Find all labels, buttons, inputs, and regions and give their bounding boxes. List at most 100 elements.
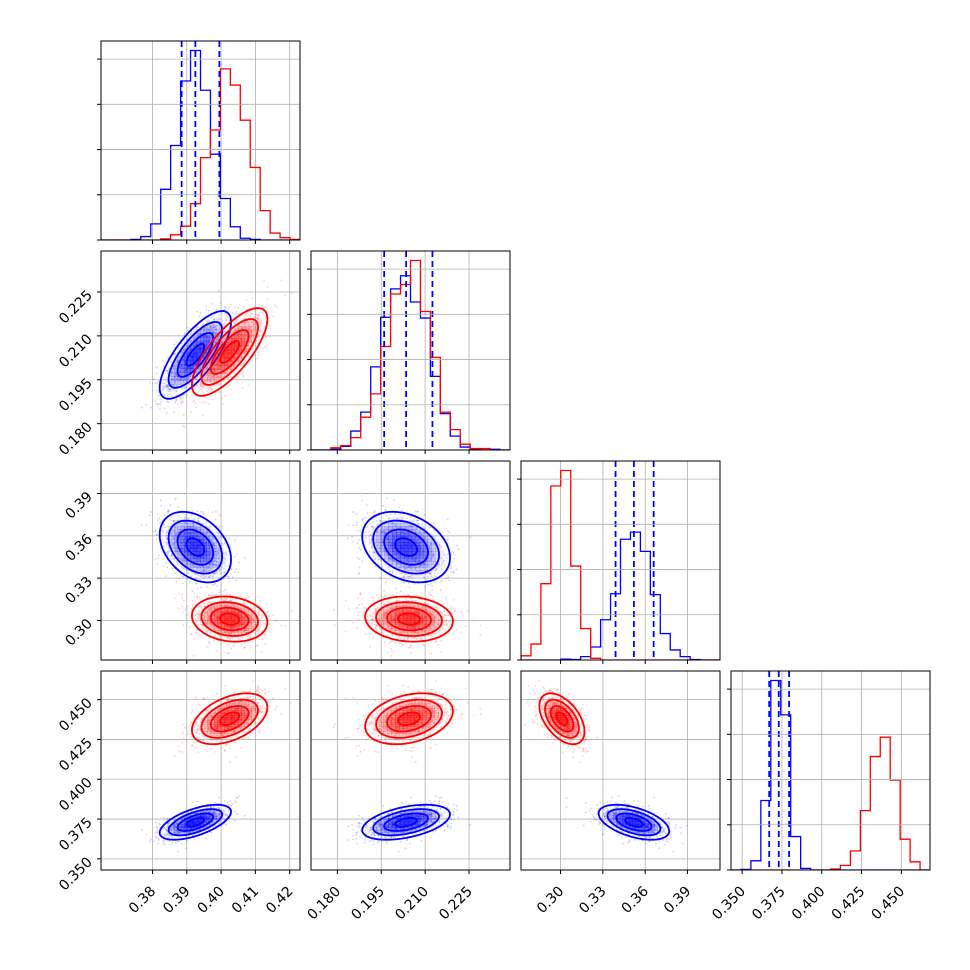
density-cell <box>203 545 207 549</box>
sample-point <box>290 609 293 612</box>
sample-point <box>434 615 437 618</box>
sample-point <box>175 390 178 393</box>
density-cell <box>167 376 172 381</box>
density-cell <box>180 360 185 366</box>
sample-point <box>391 635 394 637</box>
sample-point <box>258 354 260 357</box>
sample-point <box>175 548 178 551</box>
sample-point <box>195 621 197 624</box>
sample-point <box>185 379 188 382</box>
sample-point <box>218 318 220 321</box>
sample-point <box>202 565 204 568</box>
sample-point <box>202 577 205 580</box>
density-cell <box>237 601 242 605</box>
y-tick-label: 0.39 <box>62 489 95 522</box>
sample-point <box>411 631 413 634</box>
sample-point <box>231 358 234 361</box>
sample-point <box>420 540 423 542</box>
sample-point <box>395 605 397 608</box>
sample-point <box>174 376 176 379</box>
panel-frame <box>100 460 301 661</box>
density-cell <box>177 538 182 543</box>
sample-point <box>264 316 267 319</box>
sample-point <box>212 562 215 565</box>
density-cell <box>197 611 202 615</box>
sample-point <box>199 561 202 564</box>
density-cell <box>193 352 198 358</box>
sample-point <box>420 533 423 536</box>
sample-point <box>217 558 220 560</box>
density-cell <box>224 365 229 370</box>
sample-point <box>191 604 194 606</box>
sample-point <box>198 565 200 567</box>
density-cell <box>174 535 178 540</box>
sample-point <box>204 630 207 632</box>
sample-point <box>167 401 170 404</box>
sample-point <box>257 614 260 617</box>
sample-point <box>378 558 380 561</box>
sample-point <box>432 553 434 555</box>
sample-point <box>185 607 188 610</box>
density-cell <box>187 564 191 568</box>
sample-point <box>374 607 377 610</box>
density-cell <box>174 548 178 553</box>
sample-point <box>395 603 398 606</box>
density-cell <box>206 529 211 534</box>
sample-point <box>399 631 402 634</box>
sample-point <box>238 324 241 326</box>
sample-point <box>235 311 238 313</box>
sample-point <box>205 520 208 523</box>
sample-point <box>251 614 254 616</box>
density-cell <box>212 567 217 572</box>
sample-point <box>175 561 178 563</box>
sample-point <box>177 334 180 337</box>
sample-point <box>180 547 183 550</box>
sample-point <box>212 367 215 370</box>
sample-point <box>378 541 381 544</box>
sample-point <box>210 562 212 565</box>
sample-point <box>200 388 203 390</box>
density-cell <box>199 364 204 369</box>
sample-point <box>206 596 208 599</box>
sample-point <box>200 382 203 385</box>
sample-point <box>208 370 211 373</box>
sample-point <box>178 379 181 382</box>
sample-point <box>352 524 355 527</box>
histogram-0 <box>101 49 300 240</box>
sample-point <box>409 525 412 528</box>
sample-point <box>225 306 227 309</box>
density-cell <box>248 615 252 619</box>
sample-point <box>179 373 182 376</box>
sample-point <box>199 368 202 370</box>
density-cell <box>190 336 194 342</box>
sample-point <box>224 395 227 398</box>
density-cell <box>258 621 263 625</box>
sample-point <box>405 567 408 570</box>
density-cell <box>248 613 252 617</box>
sample-point <box>226 369 229 372</box>
sample-point <box>249 328 251 330</box>
density-cell <box>180 372 185 377</box>
density-cell <box>220 353 225 359</box>
density-cell <box>237 623 242 627</box>
sample-point <box>251 617 254 620</box>
density-cell <box>212 557 217 562</box>
sample-point <box>181 342 183 345</box>
density-cell <box>199 538 204 543</box>
density-cell <box>220 632 225 635</box>
sample-point <box>219 536 222 539</box>
sample-point <box>390 522 393 525</box>
sample-point <box>208 594 211 597</box>
sample-point <box>433 581 436 584</box>
density-cell <box>210 361 215 367</box>
density-cell <box>217 365 222 370</box>
sample-point <box>428 625 431 628</box>
density-cell <box>190 526 194 530</box>
sample-point <box>358 547 361 550</box>
sample-point <box>414 536 417 539</box>
sample-point <box>359 530 361 532</box>
density-cell <box>203 573 207 578</box>
density-cell <box>209 567 214 572</box>
sample-point <box>174 365 176 368</box>
density-cell <box>177 554 182 559</box>
